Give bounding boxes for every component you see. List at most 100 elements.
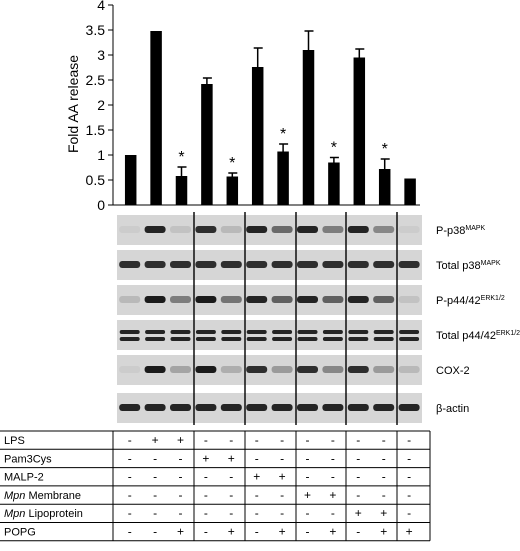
blot-band [322, 366, 344, 373]
bar [378, 169, 391, 205]
y-tick-label: 2 [97, 97, 105, 113]
blot-band [322, 337, 343, 341]
blot-row: P-p38MAPK [117, 215, 486, 245]
y-tick-label: 4 [97, 0, 105, 13]
treatment-cell: - [382, 451, 386, 465]
blot-band [398, 366, 420, 373]
blot-label-main: P-p38 [436, 225, 465, 237]
bar [175, 176, 188, 205]
blot-band [144, 261, 166, 268]
y-tick-label: 0 [97, 197, 105, 213]
treatment-label-italic: Mpn [4, 508, 25, 520]
y-tick-label: 1.5 [86, 122, 106, 138]
treatment-label: Pam3Cys [4, 453, 52, 465]
blot-band [271, 366, 293, 373]
blot-band [297, 226, 318, 233]
blot-band [271, 296, 293, 303]
blot-band [297, 337, 318, 341]
blot-band [144, 226, 166, 233]
blot-band [220, 296, 242, 303]
bar [226, 176, 239, 205]
blot-band [272, 330, 293, 334]
treatment-label-text: Membrane [25, 490, 81, 502]
blot-band [347, 296, 369, 303]
blot-band [297, 330, 318, 334]
treatment-cell: - [306, 506, 310, 520]
treatment-cell: - [331, 470, 335, 484]
table-row: LPS - + + - - - - - - - - - [4, 433, 411, 447]
blot-band [348, 330, 369, 334]
treatment-label: MALP-2 [4, 472, 44, 484]
blot-band [144, 296, 166, 303]
blot-band [322, 296, 344, 303]
blot-band [398, 404, 420, 411]
blot-band [170, 404, 191, 411]
blot-band [195, 404, 217, 411]
treatment-cell: - [331, 451, 335, 465]
treatment-cell: - [407, 451, 411, 465]
treatment-cell: - [204, 506, 208, 520]
treatment-cell: - [229, 488, 233, 502]
blot-band [347, 261, 369, 268]
blot-row: P-p44/42ERK1/2 [117, 285, 505, 315]
treatment-cell: - [306, 470, 310, 484]
treatment-cell: - [179, 488, 183, 502]
treatment-cell: - [306, 433, 310, 447]
blot-band [195, 337, 216, 341]
bar [277, 151, 289, 205]
treatment-table: LPS - + + - - - - - - - - -Pam3Cys - - - + + - - - - - - -MALP-2… [0, 430, 431, 542]
treatment-cell: + [279, 525, 286, 539]
treatment-cell: - [128, 506, 132, 520]
blot-band [170, 261, 191, 268]
blot-band [373, 226, 395, 233]
treatment-cell: - [179, 506, 183, 520]
treatment-cell: + [177, 525, 184, 539]
blot-band [373, 330, 394, 334]
blot-band [195, 261, 217, 268]
blot-band [246, 337, 267, 341]
treatment-cell: - [280, 451, 284, 465]
blot-band [246, 366, 268, 373]
treatment-cell: - [204, 488, 208, 502]
treatment-cell: - [153, 470, 157, 484]
treatment-label-text: MALP-2 [4, 472, 44, 484]
treatment-cell: - [382, 488, 386, 502]
treatment-cell: - [153, 525, 157, 539]
blot-band [220, 404, 242, 411]
treatment-cell: + [228, 525, 235, 539]
treatment-cell: - [356, 451, 360, 465]
blot-label-main: Total p44/42 [436, 330, 496, 342]
significance-marker: * [229, 155, 235, 172]
blot-row: Total p38MAPK [117, 250, 501, 280]
significance-marker: * [178, 149, 184, 166]
treatment-cell: + [152, 433, 159, 447]
blot-band [119, 337, 140, 341]
blot-strip [117, 285, 422, 315]
y-tick-label: 3.5 [86, 22, 106, 38]
treatment-cell: - [356, 470, 360, 484]
blot-band [347, 226, 369, 233]
bar [124, 155, 137, 205]
treatment-cell: + [304, 488, 311, 502]
blot-label-superscript: ERK1/2 [481, 295, 505, 302]
blot-band [271, 261, 293, 268]
blot-band [144, 404, 166, 411]
blot-band [145, 330, 166, 334]
blot-band [119, 404, 141, 411]
blot-band [398, 296, 420, 303]
blot-label-superscript: MAPK [481, 260, 501, 267]
bar [328, 162, 340, 205]
treatment-label: Mpn Lipoprotein [4, 508, 83, 520]
treatment-cell: - [128, 470, 132, 484]
bar [201, 84, 213, 205]
blot-band [246, 226, 268, 233]
bar [302, 50, 315, 205]
y-tick-label: 1 [97, 147, 105, 163]
blot-band [195, 366, 217, 373]
blot-band [170, 226, 191, 233]
blot-band [220, 226, 242, 233]
blot-band [271, 404, 293, 411]
treatment-cell: - [153, 506, 157, 520]
blot-band [399, 330, 420, 334]
blot-label-main: Total p38 [436, 260, 481, 272]
